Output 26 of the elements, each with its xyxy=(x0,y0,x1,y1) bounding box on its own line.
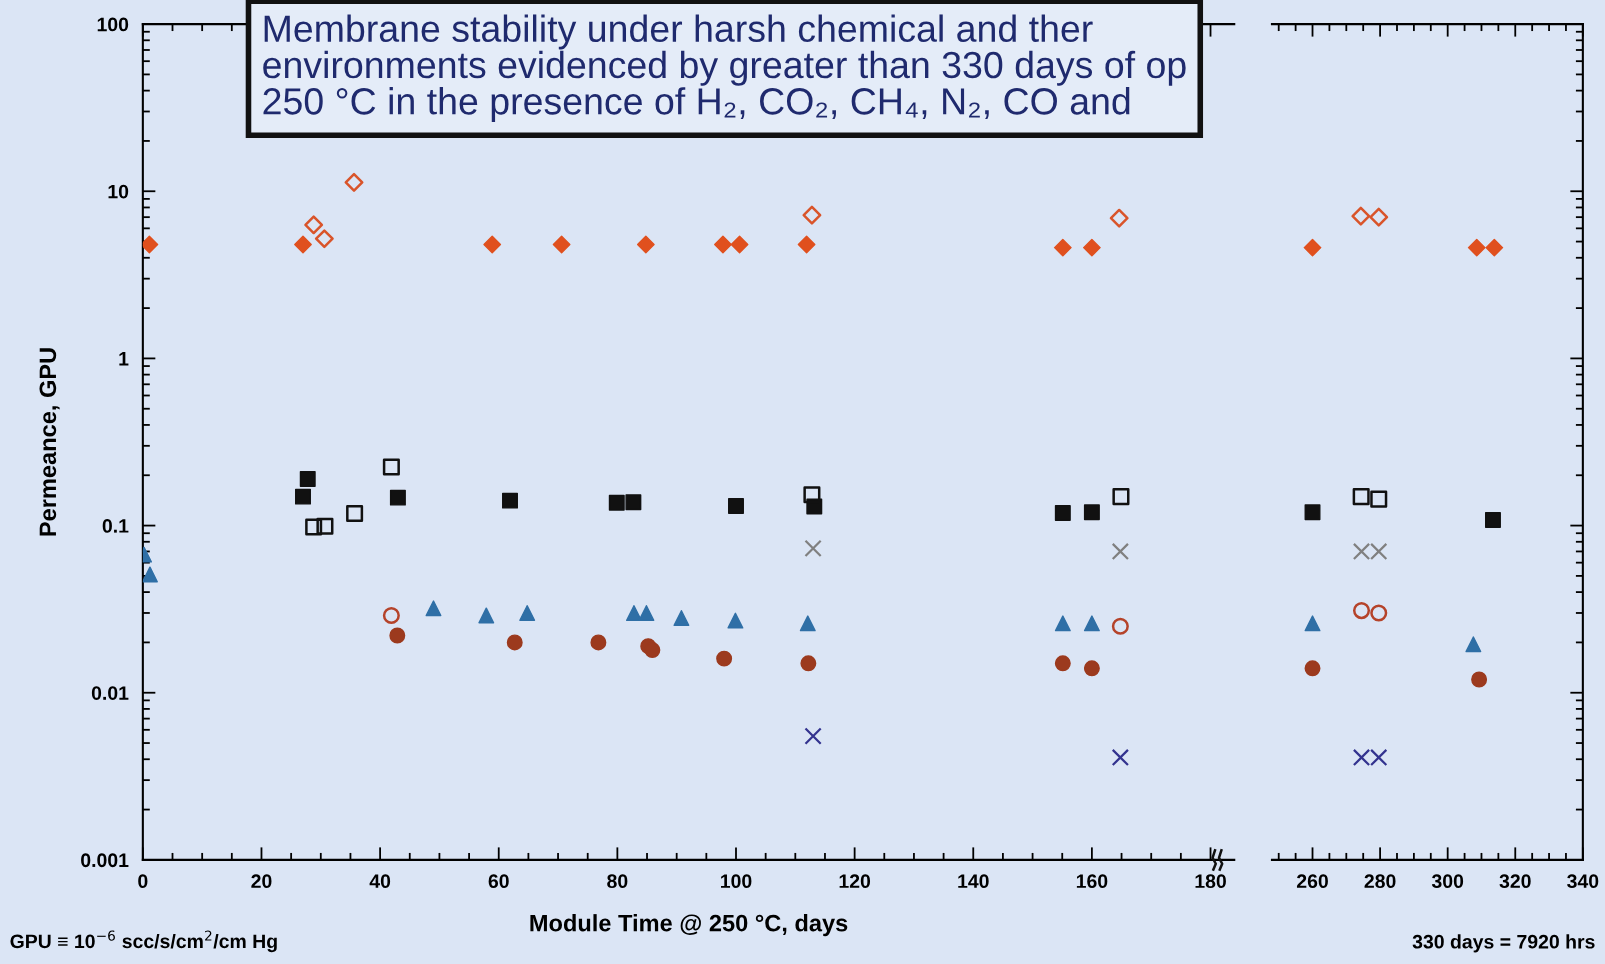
x-tick-label: 60 xyxy=(488,874,509,889)
y-tick-label: 10 xyxy=(108,184,129,199)
x-tick-label: 260 xyxy=(1296,874,1328,889)
x-tick-label: 340 xyxy=(1567,874,1599,889)
x-tick-label: 20 xyxy=(251,874,272,889)
x-tick-label: 120 xyxy=(839,874,871,889)
y-tick-label: 0.01 xyxy=(91,686,129,700)
text: GPU ≡ 10$^{−6}$ scc/s/cm$^{2}$/cm Hg xyxy=(10,930,277,953)
text: Membrane stability under harsh chemical and ther environments evidenced by greater than 330 days of op 250 °C in the presence of H₂, CO₂, CH₄, N₂, CO and xyxy=(263,14,1186,123)
text: 330 days = 7920 hrs xyxy=(1412,934,1595,953)
x-tick-label: 280 xyxy=(1364,874,1396,889)
x-tick-label: 180 xyxy=(1195,874,1226,889)
y-tick-label: 100 xyxy=(97,17,129,32)
x-tick-label: 320 xyxy=(1499,874,1531,889)
x-tick-label: 80 xyxy=(607,874,628,889)
y-tick-label: 0.001 xyxy=(81,853,129,868)
x-tick-label: 140 xyxy=(958,874,989,889)
x-tick-label: 300 xyxy=(1431,874,1464,889)
x-tick-label: 100 xyxy=(721,874,752,889)
x-tick-label: 0 xyxy=(138,874,148,889)
y-tick-label: 0.1 xyxy=(102,519,129,533)
y-tick-label: 1 xyxy=(119,352,129,366)
x-tick-label: 40 xyxy=(369,874,391,889)
x-axis-title: Module Time @ 250 °C, days xyxy=(530,914,848,937)
x-tick-label: 160 xyxy=(1076,874,1108,889)
y-axis-title: Permeance, GPU xyxy=(39,348,60,536)
